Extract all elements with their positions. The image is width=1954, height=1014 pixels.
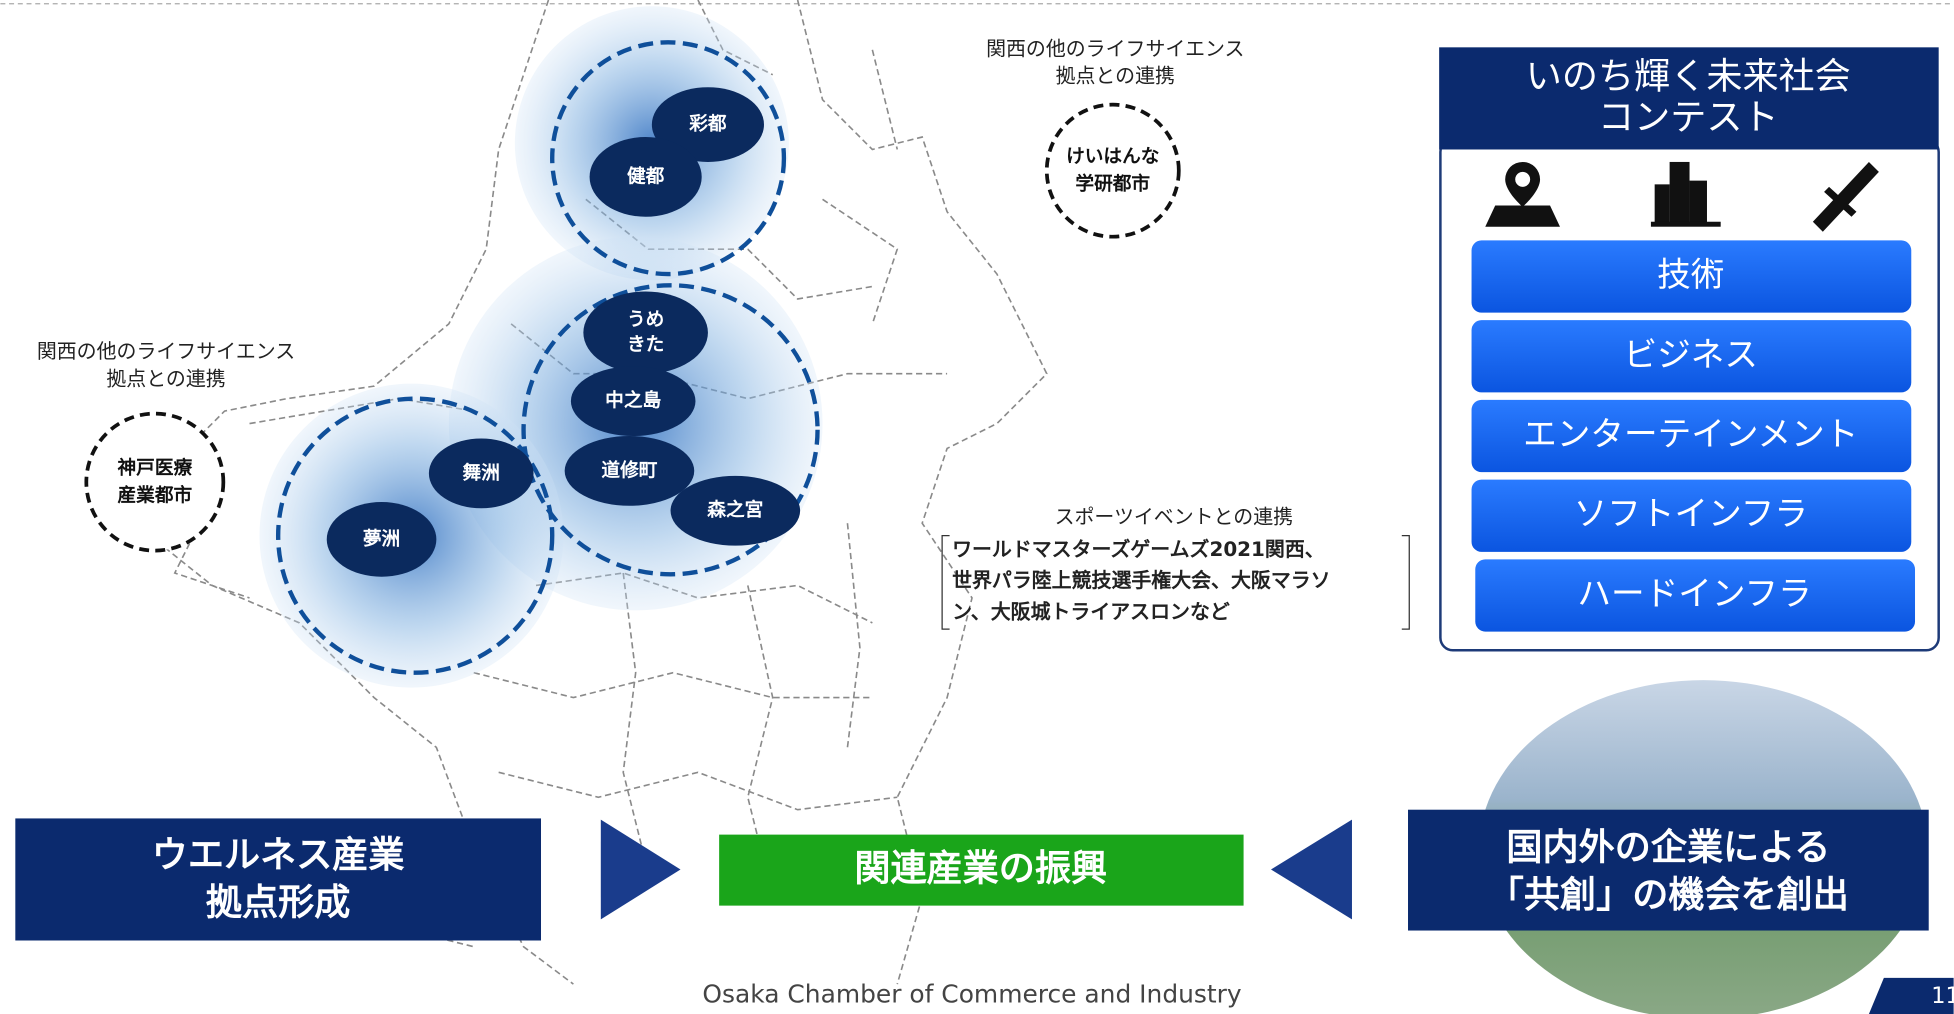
note: ワールドマスターズゲームズ2021関西、 (952, 537, 1325, 561)
site-label: 森之宮 (707, 499, 763, 521)
category-button: ビジネス (1624, 335, 1759, 374)
page-tab (1868, 977, 1954, 1014)
site-label: 産業都市 (117, 484, 192, 506)
icons (1485, 161, 1879, 232)
site-label: 道修町 (601, 459, 657, 481)
site-label: 夢洲 (363, 529, 400, 550)
site-label: 彩都 (688, 114, 727, 135)
note: 拠点との連携 (106, 367, 225, 390)
flow-box: 国内外の企業による (1506, 826, 1830, 869)
note: 関西の他のライフサイエンス (986, 37, 1244, 60)
site-label: うめ (627, 310, 664, 331)
category-button: ハードインフラ (1577, 574, 1811, 613)
note: ン、大阪城トライアスロンなど (952, 599, 1230, 623)
site-label: 中之島 (605, 390, 661, 412)
panel-title: コンテスト (1598, 96, 1779, 139)
category-button: 技術 (1657, 255, 1724, 294)
site-label: 神戸医療 (117, 457, 192, 479)
flow-box: 「共創」の機会を創出 (1488, 873, 1849, 916)
site-label: 学研都市 (1075, 173, 1150, 195)
bottom-flow: ウエルネス産業 拠点形成 関連産業の振興 国内外の企業による 「共創」の機会を創… (15, 809, 1929, 941)
site-label: 健都 (627, 165, 665, 187)
panel-title: いのち輝く未来社会 (1526, 54, 1851, 97)
page-number: 11 (1931, 983, 1954, 1009)
note: 世界パラ陸上競技選手権大会、大阪マラソ (952, 568, 1331, 592)
flow-box: 拠点形成 (206, 880, 350, 923)
note: 関西の他のライフサイエンス (37, 340, 295, 363)
note: 拠点との連携 (1056, 65, 1175, 88)
footer: Osaka Chamber of Commerce and Industry (702, 979, 1241, 1008)
notes: 関西の他のライフサイエンス 拠点との連携 関西の他のライフサイエンス 拠点との連… (37, 37, 1410, 630)
flow-box: 関連産業の振興 (854, 847, 1107, 890)
site-label: きた (627, 335, 664, 356)
flow-box: ウエルネス産業 (152, 833, 405, 876)
category-button: エンターテインメント (1523, 414, 1858, 453)
site-label: 舞洲 (462, 462, 500, 484)
contest-panel: いのち輝く未来社会 コンテスト 技術 ビジネス エンターテインメント ソフトイン… (1439, 47, 1940, 652)
bracket (941, 535, 1410, 630)
category-button: ソフトインフラ (1574, 494, 1808, 533)
site-label: けいはんな (1066, 146, 1159, 167)
zone-rings (275, 40, 820, 675)
note: スポーツイベントとの連携 (1055, 506, 1293, 529)
